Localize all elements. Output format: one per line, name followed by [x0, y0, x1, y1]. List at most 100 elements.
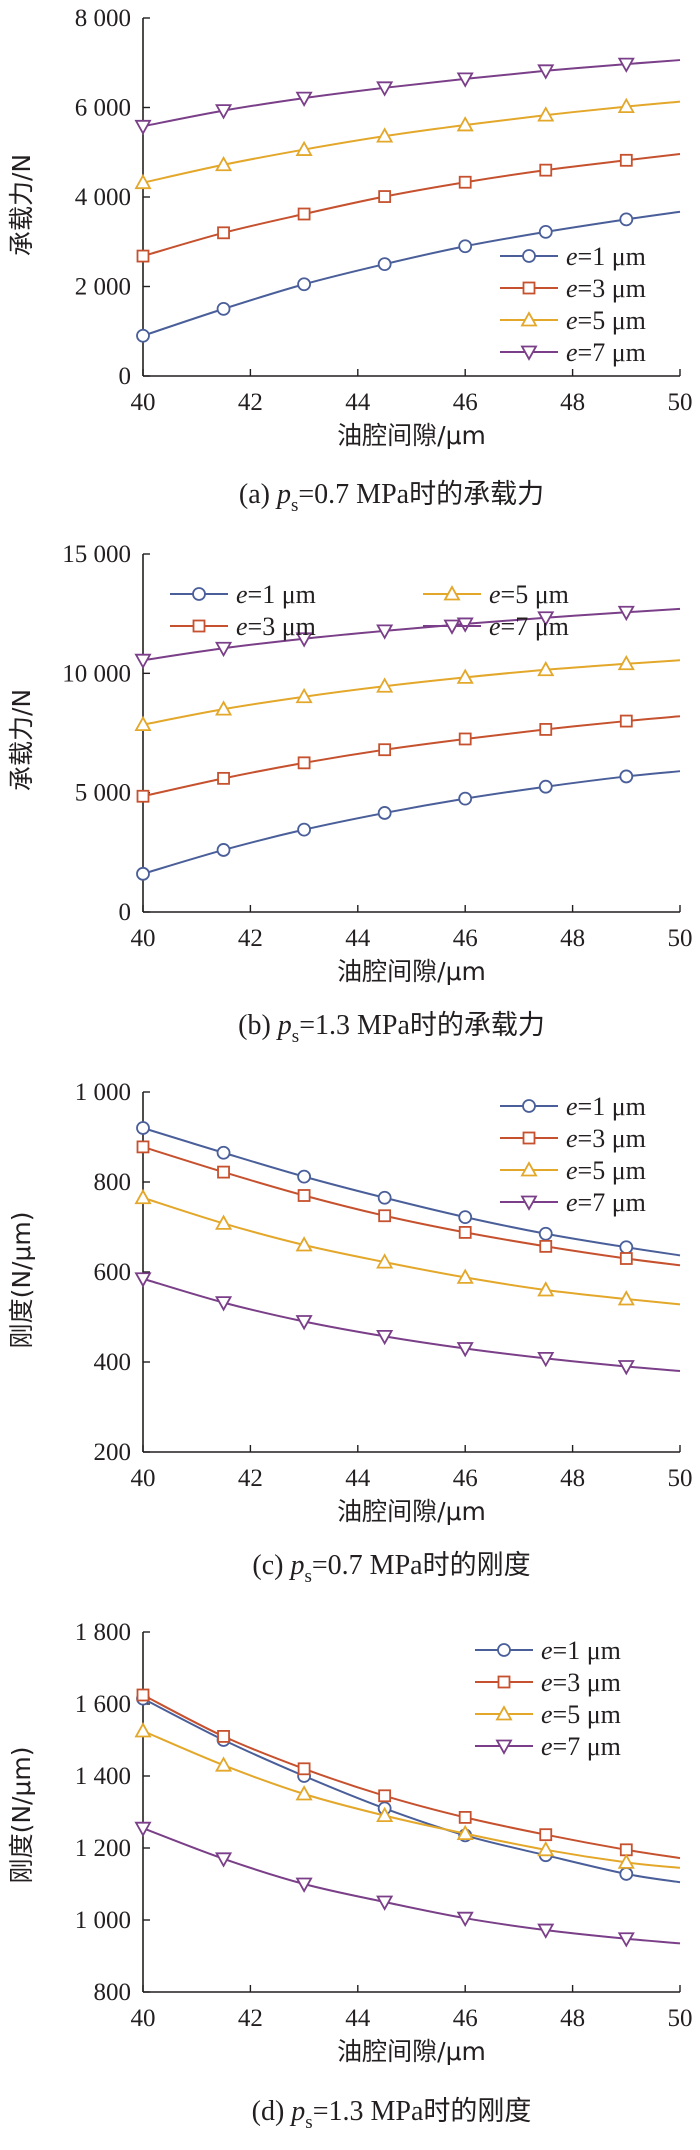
data-point-triangle-down-marker — [376, 1329, 394, 1346]
series-1 — [136, 1121, 681, 1257]
chart-panel-c: 200 400 600 800 1 000 40 42 44 46 48 50 油腔间隙/μm 刚度(N… — [7, 1079, 693, 1587]
data-point-square-marker — [539, 1239, 553, 1253]
x-axis-label: 油腔间隙/μm — [337, 2037, 486, 2066]
data-point-triangle-down-marker — [617, 605, 635, 622]
caption-description: 时的承载力 — [409, 479, 544, 510]
data-point-triangle-down-marker — [134, 653, 152, 670]
legend-value: =1 μm — [578, 242, 646, 271]
legend-label: e=3 μm — [566, 1124, 646, 1153]
legend-value: =1 μm — [248, 580, 316, 609]
data-point-square-marker — [539, 163, 553, 177]
y-tick-label: 1 000 — [75, 1079, 131, 1106]
y-tick-label: 600 — [94, 1259, 132, 1286]
caption-subscript: s — [305, 2112, 312, 2133]
data-point-triangle-up-marker — [617, 1853, 635, 1869]
data-point-square-marker — [458, 175, 472, 189]
data-point-square-marker — [297, 207, 311, 221]
data-point-triangle-down-marker — [134, 1821, 152, 1838]
data-point-triangle-up-marker — [295, 1785, 313, 1801]
legend-triangle-up-marker — [443, 585, 461, 601]
legend-symbol: e — [566, 1188, 578, 1217]
data-point-triangle-down-marker — [376, 81, 394, 97]
y-tick-label: 400 — [94, 1349, 132, 1376]
legend-square-marker — [192, 619, 206, 633]
series-3 — [134, 97, 681, 190]
x-tick-label: 48 — [560, 389, 585, 416]
figure-caption: (b) ps=1.3 MPa时的承载力 — [238, 1010, 545, 1047]
data-point-circle-marker — [458, 1210, 473, 1224]
data-point-triangle-down-marker — [537, 1352, 555, 1368]
data-point-triangle-up-marker — [456, 1268, 474, 1284]
legend-label: e=5 μm — [489, 580, 569, 609]
x-axis-label: 油腔间隙/μm — [337, 957, 486, 986]
data-point-triangle-up-marker — [376, 677, 394, 693]
legend-value: =5 μm — [578, 1156, 646, 1185]
data-point-square-marker — [217, 1165, 230, 1179]
series-2 — [136, 714, 681, 803]
data-point-triangle-up-marker — [134, 1188, 152, 1205]
legend-triangle-down-marker — [520, 1195, 538, 1211]
legend-square-marker — [522, 1131, 536, 1145]
y-tick-label: 800 — [94, 1979, 132, 2006]
y-tick-label: 4 000 — [75, 184, 131, 211]
legend-triangle-up-marker — [520, 311, 538, 327]
y-tick-label: 1 000 — [75, 1907, 131, 1934]
caption-prefix: (c) — [252, 1550, 290, 1581]
x-axis-label: 油腔间隙/μm — [337, 1497, 486, 1526]
legend-label: e=5 μm — [566, 1156, 646, 1185]
data-point-circle-marker — [538, 779, 553, 794]
legend-value: =7 μm — [501, 612, 569, 641]
data-point-circle-marker — [297, 822, 312, 837]
data-point-circle-marker — [619, 769, 634, 784]
data-point-triangle-down-marker — [134, 119, 152, 136]
x-tick-label: 42 — [238, 925, 263, 952]
legend-label: e=7 μm — [541, 1732, 621, 1761]
legend-value: =7 μm — [578, 338, 646, 367]
figure-caption: (c) ps=0.7 MPa时的刚度 — [252, 1550, 530, 1587]
legend-symbol: e — [566, 306, 578, 335]
legend-label: e=3 μm — [236, 612, 316, 641]
data-point-circle-marker — [377, 806, 392, 820]
data-point-square-marker — [217, 1730, 230, 1743]
data-point-square-marker — [217, 771, 230, 785]
legend-value: =3 μm — [248, 612, 316, 641]
series-4 — [134, 1272, 681, 1376]
series-3 — [134, 654, 681, 732]
data-point-circle-marker — [619, 1867, 634, 1881]
caption-symbol: p — [288, 1550, 304, 1581]
data-point-triangle-down-marker — [456, 1342, 474, 1358]
legend-label: e=7 μm — [566, 338, 646, 367]
data-point-triangle-up-marker — [295, 1236, 313, 1252]
data-point-triangle-down-marker — [295, 1877, 313, 1893]
y-tick-label: 0 — [119, 899, 132, 926]
data-point-square-marker — [539, 723, 553, 736]
legend-label: e=3 μm — [541, 1668, 621, 1697]
data-point-square-marker — [136, 789, 150, 803]
x-tick-label: 42 — [238, 389, 263, 416]
data-point-square-marker — [136, 1140, 150, 1154]
data-point-triangle-up-marker — [295, 687, 313, 704]
y-tick-label: 10 000 — [62, 660, 131, 687]
x-tick-label: 46 — [453, 925, 478, 952]
data-point-triangle-up-marker — [215, 1214, 233, 1230]
series-line — [142, 770, 681, 875]
legend-label: e=5 μm — [541, 1700, 621, 1729]
data-point-square-marker — [619, 153, 633, 167]
data-point-triangle-down-marker — [376, 1895, 394, 1911]
data-point-triangle-up-marker — [376, 1806, 394, 1822]
legend-symbol: e — [236, 612, 248, 641]
data-point-circle-marker — [538, 1226, 553, 1241]
legend-value: =7 μm — [553, 1732, 621, 1761]
data-point-circle-marker — [538, 225, 553, 239]
legend-triangle-down-marker — [443, 619, 461, 635]
legend-value: =3 μm — [578, 274, 646, 303]
y-tick-label: 5 000 — [75, 780, 131, 807]
y-axis-label: 承载力/N — [7, 154, 36, 256]
legend-label: e=5 μm — [566, 306, 646, 335]
y-tick-label: 1 400 — [75, 1763, 131, 1790]
caption-value: =0.7 MPa — [298, 479, 409, 510]
y-tick-label: 1 600 — [75, 1691, 131, 1718]
legend-label: e=7 μm — [489, 612, 569, 641]
legend-circle-marker — [522, 249, 536, 263]
